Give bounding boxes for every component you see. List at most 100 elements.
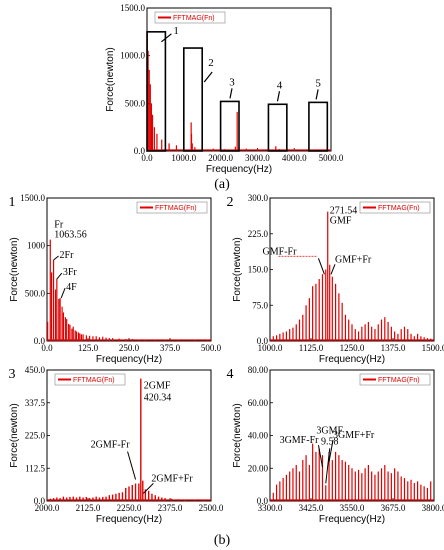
region-box xyxy=(219,100,240,152)
annotation-arrow xyxy=(328,439,334,462)
y-axis-label: Force(newton) xyxy=(9,403,20,467)
region-arrow xyxy=(229,88,233,99)
y-axis-label: Force(newton) xyxy=(232,403,243,467)
region-arrow xyxy=(161,33,172,43)
x-tick-label: 1000.0 xyxy=(171,153,196,163)
panel-label-b4: 4 xyxy=(227,367,234,382)
panel-label-b2: 2 xyxy=(227,195,234,210)
x-axis-label: Frequency(Hz) xyxy=(96,514,162,525)
annotation-label: 4F xyxy=(66,282,77,293)
x-tick-label: 2500.0 xyxy=(199,503,224,513)
annotation-label: GMF-Fr xyxy=(263,246,298,257)
annotation-label: 271.54 xyxy=(330,206,358,217)
x-tick-label: 2000.0 xyxy=(35,503,60,513)
y-tick-label: 450.0 xyxy=(25,365,46,375)
annotation-arrow xyxy=(53,255,59,261)
annotation-arrow xyxy=(325,448,331,484)
region-label: 5 xyxy=(315,77,321,89)
annotation-arrow xyxy=(317,258,325,275)
annotation-label: 3GMF-Fr xyxy=(280,435,320,446)
x-tick-label: 0.0 xyxy=(41,343,53,353)
y-tick-label: 225.0 xyxy=(25,431,46,441)
panel-label-b1: 1 xyxy=(9,195,16,210)
x-axis-label: Frequency(Hz) xyxy=(206,164,272,175)
caption-b: (b) xyxy=(214,533,231,548)
region-box xyxy=(267,103,288,152)
annotation-arrow xyxy=(143,483,154,494)
chart-b2: 1000.0 1125.0 1250.0 1375.0 1500.0 0.0 75.0 150… xyxy=(232,193,444,365)
y-tick-label: 20.00 xyxy=(248,463,269,473)
y-tick-label: 337.5 xyxy=(25,398,46,408)
y-tick-label: 1500.0 xyxy=(120,3,145,13)
legend-label: FFTMAG(Fn) xyxy=(378,205,420,212)
y-tick-label: 1000.0 xyxy=(120,51,145,61)
annotation-label: 2GMF-Fr xyxy=(91,440,131,451)
region-box xyxy=(146,31,167,152)
legend-label: FFTMAG(Fn) xyxy=(378,377,420,384)
x-axis-label: Frequency(Hz) xyxy=(319,354,385,365)
region-box xyxy=(183,47,204,152)
legend-box xyxy=(359,201,431,214)
x-tick-label: 3300.0 xyxy=(258,503,283,513)
legend-label: FFTMAG(Fn) xyxy=(155,205,197,212)
y-tick-label: 0.0 xyxy=(257,336,269,346)
annotation-label: 3GMF+Fr xyxy=(333,430,375,441)
x-tick-label: 2375.0 xyxy=(158,503,183,513)
region-label: 2 xyxy=(208,57,214,69)
annotation-label: 9.58 xyxy=(321,436,339,447)
x-tick-label: 2250.0 xyxy=(117,503,142,513)
region-label: 3 xyxy=(229,76,235,88)
x-tick-label: 1500.0 xyxy=(422,343,444,353)
plot-frame xyxy=(269,197,435,342)
y-axis-label: Force(newton) xyxy=(9,237,20,301)
x-tick-label: 375.0 xyxy=(160,343,181,353)
x-tick-label: 4000.0 xyxy=(282,153,307,163)
x-tick-label: 125.0 xyxy=(78,343,99,353)
y-tick-label: 1000 xyxy=(27,241,46,251)
x-tick-label: 3675.0 xyxy=(381,503,406,513)
y-tick-label: 500.0 xyxy=(125,98,146,108)
x-tick-label: 0.0 xyxy=(141,153,153,163)
chart-b4: 3300.0 3425.0 3550.0 3675.0 3800.0 0.0 20.00 40… xyxy=(232,365,444,525)
annotation-label: GMF+Fr xyxy=(335,254,372,265)
x-tick-label: 3800.0 xyxy=(422,503,444,513)
region-arrow xyxy=(203,71,213,83)
y-tick-label: 0.0 xyxy=(34,336,46,346)
x-tick-label: 250.0 xyxy=(119,343,140,353)
y-tick-label: 75.0 xyxy=(252,300,268,310)
x-tick-label: 1250.0 xyxy=(340,343,365,353)
y-axis-label: Force(newton) xyxy=(232,237,243,301)
y-tick-label: 500.0 xyxy=(25,288,46,298)
y-axis-label: Force(newton) xyxy=(105,47,116,111)
legend-box xyxy=(154,11,226,24)
x-axis-label: Frequency(Hz) xyxy=(319,514,385,525)
annotation-label: GMF xyxy=(330,216,352,227)
region-label: 1 xyxy=(173,25,179,37)
region-arrow xyxy=(276,91,281,102)
y-tick-label: 0.0 xyxy=(34,496,46,506)
chart-b3: 2000.0 2125.0 2250.0 2375.0 2500.0 0.0 112.5 22… xyxy=(9,365,224,525)
y-tick-label: 225.0 xyxy=(248,229,269,239)
annotation-arrow xyxy=(317,445,323,468)
annotation-label: Fr xyxy=(54,220,64,231)
x-tick-label: 500.0 xyxy=(201,343,222,353)
x-tick-label: 1125.0 xyxy=(299,343,324,353)
chart-a: 0.0 1000.0 2000.0 3000.0 4000.0 5000.0 0.0 500.… xyxy=(105,3,344,175)
annotation-label: 1063.56 xyxy=(54,230,87,241)
annotation-label: 2Fr xyxy=(60,250,75,261)
legend-box xyxy=(136,201,208,214)
annotation-label: 3GMF xyxy=(316,425,343,436)
legend-label: FFTMAG(Fn) xyxy=(173,15,215,22)
x-tick-label: 2125.0 xyxy=(76,503,101,513)
y-tick-label: 112.5 xyxy=(25,463,45,473)
legend-box xyxy=(54,373,126,386)
annotation-arrow xyxy=(60,287,66,299)
annotation-arrow xyxy=(330,264,336,275)
annotation-label: 2GMF xyxy=(144,381,171,392)
annotation-label: 420.34 xyxy=(144,393,172,404)
annotation-label: 2GMF+Fr xyxy=(151,473,193,484)
x-tick-label: 2000.0 xyxy=(208,153,233,163)
x-tick-label: 1000.0 xyxy=(258,343,283,353)
annotation-label: 3Fr xyxy=(63,267,78,278)
x-axis-label: Frequency(Hz) xyxy=(96,354,162,365)
